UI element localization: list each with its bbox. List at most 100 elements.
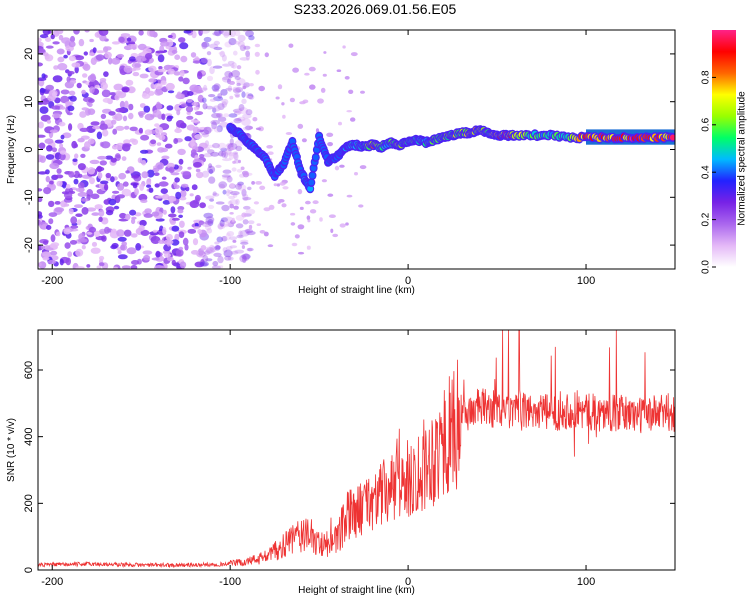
heatmap-cell	[205, 195, 215, 200]
heatmap-cell	[253, 201, 259, 205]
heatmap-cell	[140, 134, 150, 141]
heatmap-cell	[59, 153, 66, 161]
heatmap-cell	[166, 256, 174, 262]
heatmap-cell	[232, 192, 238, 198]
heatmap-cell	[242, 197, 252, 201]
heatmap-cell	[224, 41, 232, 48]
heatmap-cell	[221, 235, 228, 242]
heatmap-cell	[267, 151, 274, 155]
heatmap-cell	[50, 242, 60, 247]
heatmap-cell	[228, 38, 237, 46]
heatmap-cell	[73, 30, 80, 35]
heatmap-cell	[334, 165, 340, 171]
heatmap-cell	[77, 219, 82, 226]
heatmap-cell	[200, 129, 210, 136]
heatmap-cell	[231, 62, 237, 69]
heatmap-cell	[138, 127, 143, 134]
heatmap-cell	[254, 43, 261, 48]
heatmap-cell	[208, 163, 213, 169]
heatmap-cell	[211, 112, 221, 119]
heatmap-cell	[332, 233, 339, 238]
heatmap-cell	[90, 57, 97, 65]
y-tick-label: 200	[23, 494, 35, 512]
heatmap-cell	[57, 56, 65, 63]
heatmap-cell	[239, 44, 246, 52]
heatmap-cell	[75, 213, 83, 217]
heatmap-cell	[52, 113, 61, 119]
heatmap-cell	[129, 126, 138, 132]
heatmap-cell	[203, 153, 213, 158]
heatmap-cell	[89, 52, 95, 57]
ridge-cell	[313, 146, 320, 153]
heatmap-cell	[173, 71, 181, 76]
heatmap-cell	[263, 231, 269, 237]
heatmap-cell	[161, 113, 166, 121]
heatmap-cell	[233, 152, 239, 161]
heatmap-cell	[211, 84, 220, 92]
heatmap-cell	[47, 259, 57, 265]
heatmap-cell	[92, 125, 101, 130]
heatmap-cell	[206, 228, 213, 234]
ridge-cell	[307, 185, 314, 192]
heatmap-cell	[68, 41, 76, 48]
heatmap-cell	[158, 134, 166, 141]
heatmap-cell	[120, 244, 128, 251]
heatmap-cell	[132, 71, 140, 77]
heatmap-cell	[122, 115, 128, 122]
heatmap-cell	[294, 234, 300, 239]
heatmap-cell	[309, 84, 316, 90]
heatmap-cell	[200, 30, 210, 34]
ridge-cell	[308, 179, 315, 186]
heatmap-cell	[204, 220, 213, 225]
heatmap-cell	[203, 84, 208, 92]
heatmap-cell	[38, 37, 42, 43]
heatmap-cell	[181, 183, 189, 188]
heatmap-cell	[111, 57, 121, 65]
heatmap-cell	[81, 107, 89, 111]
heatmap-cell	[242, 85, 246, 90]
heatmap-cell	[38, 171, 47, 175]
heatmap-cell	[212, 107, 217, 113]
heatmap-cell	[190, 119, 200, 123]
heatmap-cell	[360, 90, 365, 94]
heatmap-cell	[193, 226, 200, 230]
snr-series-group	[38, 330, 675, 569]
heatmap-cell	[157, 68, 167, 73]
heatmap-cell	[74, 55, 85, 61]
heatmap-cell	[228, 113, 238, 118]
colorbar: 0.0 0.2 0.4 0.6 0.8 Normalized spectral ampli…	[701, 30, 748, 274]
heatmap-cell	[90, 193, 100, 200]
heatmap-cell	[171, 49, 178, 54]
heatmap-cell	[60, 89, 70, 95]
heatmap-cell	[177, 209, 184, 214]
heatmap-cell	[238, 230, 243, 238]
heatmap-cell	[162, 209, 167, 215]
heatmap-cell	[338, 121, 342, 126]
heatmap-cell	[228, 152, 235, 160]
heatmap-cell	[327, 142, 333, 147]
heatmap-cell	[117, 250, 122, 255]
heatmap-cell	[61, 181, 67, 189]
heatmap-cell	[248, 35, 255, 41]
heatmap-cell	[210, 151, 220, 157]
heatmap-cell	[206, 149, 215, 154]
heatmap-cell	[195, 168, 201, 173]
heatmap-cell	[189, 84, 199, 93]
heatmap-cell	[173, 138, 179, 144]
heatmap-cell	[312, 200, 319, 205]
heatmap-cell	[228, 72, 233, 79]
heatmap-cell	[263, 207, 271, 212]
heatmap-cell	[46, 225, 52, 230]
heatmap-cell	[51, 105, 61, 110]
heatmap-cell	[52, 91, 57, 97]
heatmap-cell	[129, 209, 137, 216]
heatmap-cell	[344, 76, 350, 80]
heatmap-cell	[241, 170, 249, 176]
heatmap-cell	[326, 132, 334, 137]
heatmap-cell	[112, 190, 120, 194]
heatmap-cell	[160, 188, 168, 195]
colorbar-tick-label: 0.0	[701, 260, 712, 274]
heatmap-cell	[54, 207, 65, 213]
heatmap-cell	[124, 100, 129, 109]
heatmap-cell	[96, 50, 105, 54]
